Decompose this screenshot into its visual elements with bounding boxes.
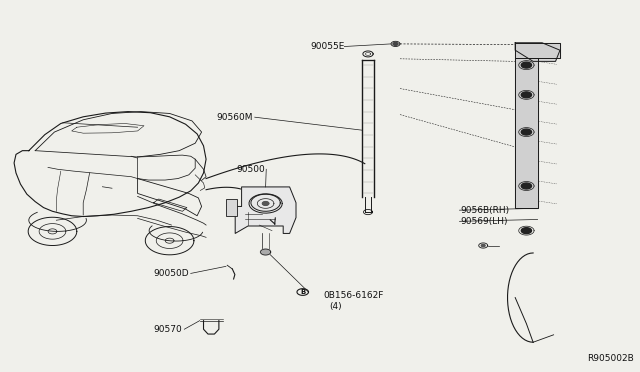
Text: 90569(LH): 90569(LH) <box>461 217 508 226</box>
Text: 90500: 90500 <box>237 165 266 174</box>
Polygon shape <box>481 244 485 247</box>
Polygon shape <box>522 183 531 189</box>
Text: 9056B(RH): 9056B(RH) <box>461 206 510 215</box>
Polygon shape <box>522 62 531 68</box>
Text: 90055E: 90055E <box>310 42 344 51</box>
Text: B: B <box>300 289 305 295</box>
Polygon shape <box>236 187 296 234</box>
Polygon shape <box>522 129 531 135</box>
Polygon shape <box>515 43 560 61</box>
Text: 0B156-6162F: 0B156-6162F <box>323 291 383 300</box>
Polygon shape <box>522 92 531 98</box>
Polygon shape <box>262 202 269 205</box>
Polygon shape <box>393 42 398 45</box>
Text: R905002B: R905002B <box>587 354 634 363</box>
Polygon shape <box>522 228 531 234</box>
Polygon shape <box>260 249 271 255</box>
Text: 90050D: 90050D <box>153 269 189 278</box>
Polygon shape <box>515 43 560 58</box>
Text: 90560M: 90560M <box>216 113 253 122</box>
Bar <box>226 199 237 216</box>
Polygon shape <box>515 58 538 208</box>
Text: 90570: 90570 <box>154 325 182 334</box>
Text: (4): (4) <box>330 302 342 311</box>
